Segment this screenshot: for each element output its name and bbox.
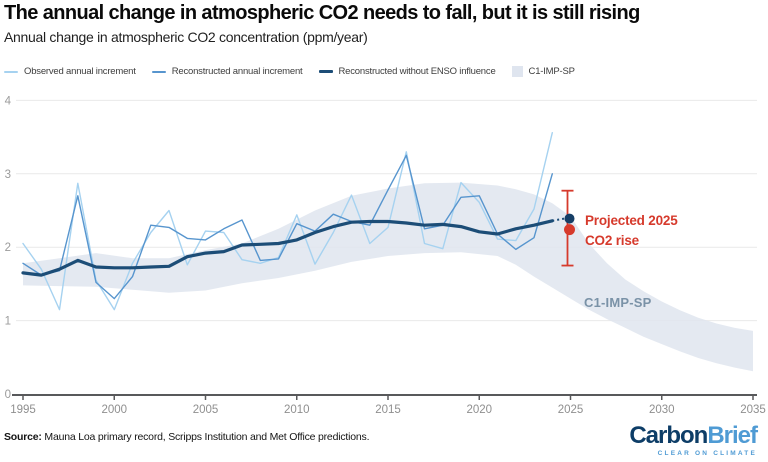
legend-label-c1-imp-sp: C1-IMP-SP [528, 66, 575, 77]
observed-increment-line [22, 131, 553, 311]
x-axis-tick-label: 2005 [193, 404, 219, 416]
legend-label-reconstructed: Reconstructed annual increment [171, 66, 303, 77]
x-axis-tick-label: 2030 [649, 404, 675, 416]
chart-legend: Observed annual increment Reconstructed … [4, 66, 575, 77]
legend-item-c1-imp-sp: C1-IMP-SP [511, 66, 575, 77]
carbonbrief-logo-wordmark: CarbonBrief [629, 422, 758, 449]
projected-2025-annotation-line1: Projected 2025 [585, 213, 678, 228]
legend-item-without-enso: Reconstructed without ENSO influence [318, 66, 496, 77]
y-axis-tick-label: 1 [5, 316, 11, 328]
logo-carbon-text: Carbon [629, 422, 708, 449]
x-axis-tick-label: 2015 [375, 404, 401, 416]
logo-brief-text: Brief [707, 422, 758, 449]
x-axis-tick-label: 2020 [466, 404, 492, 416]
legend-label-without-enso: Reconstructed without ENSO influence [338, 66, 496, 77]
legend-item-reconstructed: Reconstructed annual increment [151, 66, 303, 77]
without-enso-line-swatch-icon [318, 70, 333, 73]
source-label: Source: [4, 431, 42, 443]
c1-imp-sp-band-swatch-icon [511, 66, 523, 77]
observed-line-swatch-icon [4, 70, 18, 73]
carbonbrief-logo: CarbonBrief CLEAR ON CLIMATE [629, 422, 758, 458]
legend-label-observed: Observed annual increment [24, 66, 136, 77]
without-enso-line [21, 219, 554, 277]
source-text: Mauna Loa primary record, Scripps Instit… [41, 431, 370, 443]
page-title: The annual change in atmospheric CO2 nee… [4, 2, 640, 24]
x-axis-tick-label: 2000 [101, 404, 127, 416]
y-axis-tick-label: 2 [5, 242, 11, 254]
legend-item-observed: Observed annual increment [4, 66, 136, 77]
x-axis-tick-label: 2010 [284, 404, 310, 416]
chart-subtitle: Annual change in atmospheric CO2 concent… [4, 29, 368, 45]
projected-2025-annotation: Projected 2025 CO2 rise [585, 211, 695, 251]
y-axis-tick-label: 3 [5, 169, 11, 181]
y-axis-tick-label: 4 [5, 95, 12, 107]
projected-2025-annotation-line2: CO2 rise [585, 233, 639, 248]
c1-imp-sp-band-label: C1-IMP-SP [584, 295, 652, 310]
y-axis-tick-label: 0 [5, 389, 11, 401]
x-axis-tick-label: 2035 [740, 404, 766, 416]
x-axis-tick-label: 2025 [558, 404, 584, 416]
projected-co2-rise-dot [564, 224, 575, 236]
projected-without-enso-dot [564, 213, 575, 224]
projection-connector-dotted-line [552, 217, 565, 222]
x-axis-tick-label: 1995 [10, 404, 36, 416]
source-note: Source: Mauna Loa primary record, Scripp… [4, 431, 369, 443]
reconstructed-line-swatch-icon [151, 70, 166, 73]
logo-tagline: CLEAR ON CLIMATE [657, 450, 757, 457]
